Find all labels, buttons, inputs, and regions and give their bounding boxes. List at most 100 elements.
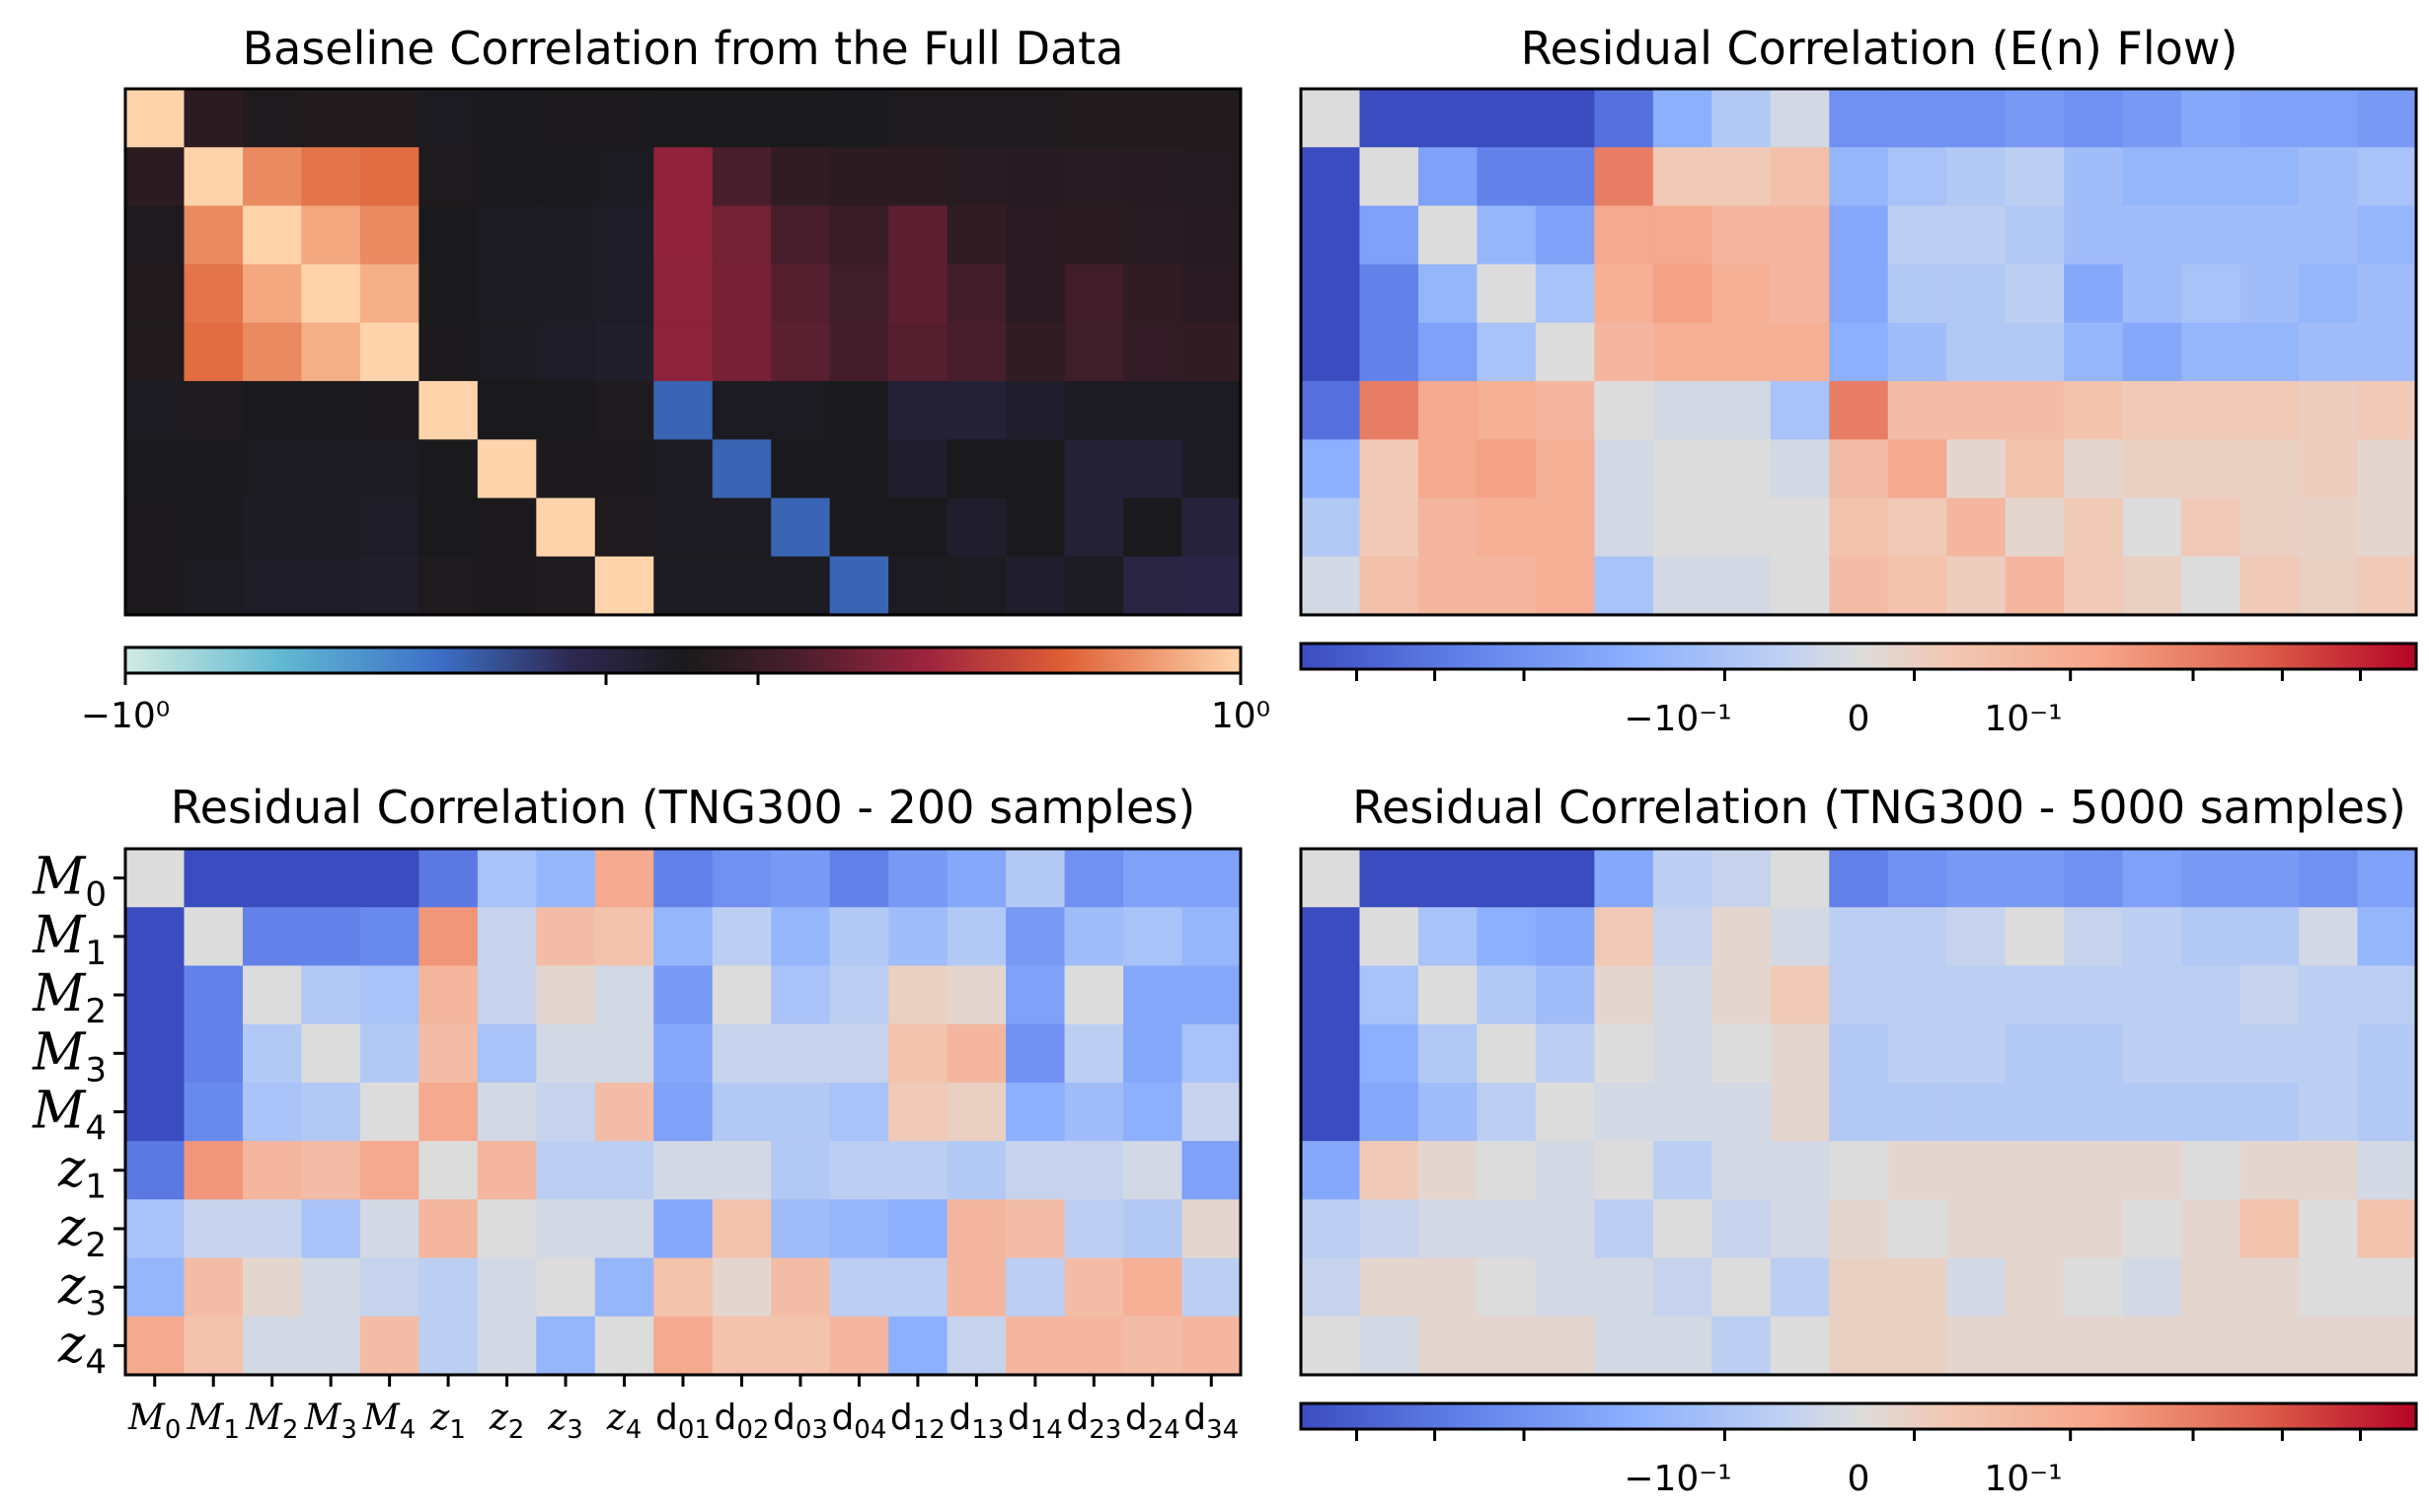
tng200-cell-z4-d02 [712,1316,772,1376]
baseline-cell-z4-d34 [1181,556,1242,616]
enflow-cell-z3-M0 [1301,497,1361,558]
baseline-cell-z1-d01 [653,381,714,440]
enflow-cell-z2-M3 [1477,439,1537,499]
baseline-cell-z4-d24 [1123,556,1183,616]
tng200-cell-M1-z2 [477,907,537,967]
tng200-cell-z1-d14 [1006,1141,1066,1200]
baseline-cell-z4-d03 [771,556,831,616]
tng5000-cell-z3-M2 [1417,1257,1479,1318]
enflow-cell-z1-d12 [2064,381,2124,440]
baseline-cell-z4-z2 [477,556,537,616]
row-label-M0: M0 [32,848,107,915]
tng5000-cell-z3-z4 [1770,1257,1830,1318]
baseline-cell-M4-d14 [1006,322,1066,382]
tng5000-cell-z2-d34 [2357,1199,2417,1259]
tng5000-cell-M1-d12 [2064,907,2124,967]
tng200-cell-z3-z2 [477,1257,537,1318]
tng5000-cell-z4-z3 [1711,1316,1772,1376]
enflow-colorbar-label-zero: 0 [1848,699,1870,739]
enflow-cell-M4-d04 [2005,322,2065,382]
tng200-cell-M2-d14 [1006,965,1066,1025]
tng200-cell-z2-d03 [771,1199,831,1259]
baseline-cell-M1-d12 [888,147,949,207]
tng5000-cell-z2-M3 [1477,1199,1537,1259]
tng5000-cell-M4-M2 [1417,1082,1479,1142]
tng200-cell-M2-d23 [1064,965,1124,1025]
tng200-cell-z3-d13 [947,1257,1007,1318]
tng5000-cell-M2-d03 [1946,965,2007,1025]
enflow-cell-z2-M2 [1417,439,1479,499]
tng5000-cell-M0-M4 [1535,849,1595,908]
tng5000-cell-z4-d03 [1946,1316,2007,1376]
tng200-cell-M3-z4 [594,1023,654,1084]
enflow-cell-M2-d13 [2122,205,2182,265]
enflow-cell-M0-z4 [1770,89,1830,148]
enflow-cell-M2-d03 [1946,205,2007,265]
tng5000-cell-z3-d23 [2239,1257,2300,1318]
column-label-d12: d12 [890,1398,946,1445]
tng5000-cell-z1-d13 [2122,1141,2182,1200]
enflow-cell-M2-d23 [2239,205,2300,265]
tng5000-cell-z1-z1 [1594,1141,1654,1200]
enflow-cell-M4-z4 [1770,322,1830,382]
enflow-cell-z3-d13 [2122,497,2182,558]
tng200-cell-z3-d04 [829,1257,889,1318]
tng5000-cell-M2-M4 [1535,965,1595,1025]
enflow-cell-z4-z3 [1711,556,1772,616]
tng200-cell-M4-z1 [418,1082,479,1142]
baseline-cell-z3-d24 [1123,497,1183,558]
tng200-cell-z4-M4 [359,1316,419,1376]
tng5000-cell-M4-M0 [1301,1082,1361,1142]
tng5000-cell-M3-M3 [1477,1023,1537,1084]
tng5000-cell-z3-d12 [2064,1257,2124,1318]
tng200-cell-z2-d04 [829,1199,889,1259]
baseline-cell-z1-d13 [947,381,1007,440]
baseline-cell-z4-d14 [1006,556,1066,616]
tng5000-cell-z4-M4 [1535,1316,1595,1376]
tng5000-cell-z4-d34 [2357,1316,2417,1376]
baseline-cell-z2-d14 [1006,439,1066,499]
tng200-cell-z2-M4 [359,1199,419,1259]
column-label-M4: M4 [362,1398,416,1445]
column-label-d13: d13 [949,1398,1004,1445]
tng200-cell-M1-d14 [1006,907,1066,967]
baseline-cell-M0-z2 [477,89,537,148]
baseline-cell-M1-d24 [1123,147,1183,207]
baseline-cell-M3-z3 [536,264,596,324]
enflow-cell-M1-z3 [1711,147,1772,207]
tng5000-cell-M0-z2 [1652,849,1712,908]
enflow-cell-z4-d12 [2064,556,2124,616]
enflow-cell-z1-d04 [2005,381,2065,440]
enflow-cell-M4-M1 [1359,322,1419,382]
tng5000-cell-M1-M2 [1417,907,1479,967]
baseline-cell-z1-z4 [594,381,654,440]
tng5000-cell-M2-d04 [2005,965,2065,1025]
baseline-cell-M2-d03 [771,205,831,265]
tng5000-cell-M4-z4 [1770,1082,1830,1142]
baseline-cell-M3-d01 [653,264,714,324]
tng5000-cell-M0-d23 [2239,849,2300,908]
tng200-cell-M0-z1 [418,849,479,908]
tng5000-cell-M0-d34 [2357,849,2417,908]
tng5000-cell-z1-d24 [2299,1141,2359,1200]
baseline-cell-z4-M4 [359,556,419,616]
tng200-cell-M3-z1 [418,1023,479,1084]
enflow-cell-z1-z2 [1652,381,1712,440]
baseline-cell-z2-M0 [125,439,186,499]
tng200-cell-z2-M0 [125,1199,186,1259]
tng200-cell-M0-d01 [653,849,714,908]
tng200-cell-z4-d03 [771,1316,831,1376]
enflow-cell-M0-d12 [2064,89,2124,148]
tng5000-cell-M3-d13 [2122,1023,2182,1084]
baseline-cell-M4-M1 [184,322,244,382]
baseline-cell-z4-d02 [712,556,772,616]
tng200-cell-z2-d13 [947,1199,1007,1259]
baseline-cell-M4-d24 [1123,322,1183,382]
tng200-cell-z4-z3 [536,1316,596,1376]
enflow-cell-z3-M2 [1417,497,1479,558]
tng200-cell-M3-z2 [477,1023,537,1084]
enflow-cell-z1-d14 [2181,381,2241,440]
enflow-cell-M3-M4 [1535,264,1595,324]
baseline-cell-M1-d14 [1006,147,1066,207]
